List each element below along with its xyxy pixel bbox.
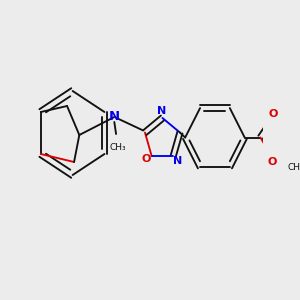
Text: N: N: [157, 106, 166, 116]
Text: O: O: [267, 157, 277, 166]
Text: N: N: [173, 156, 182, 166]
Text: O: O: [269, 109, 278, 118]
Text: O: O: [142, 154, 151, 164]
Text: N: N: [109, 110, 120, 124]
Text: CH₃: CH₃: [110, 142, 126, 152]
Text: CH₃: CH₃: [287, 163, 300, 172]
